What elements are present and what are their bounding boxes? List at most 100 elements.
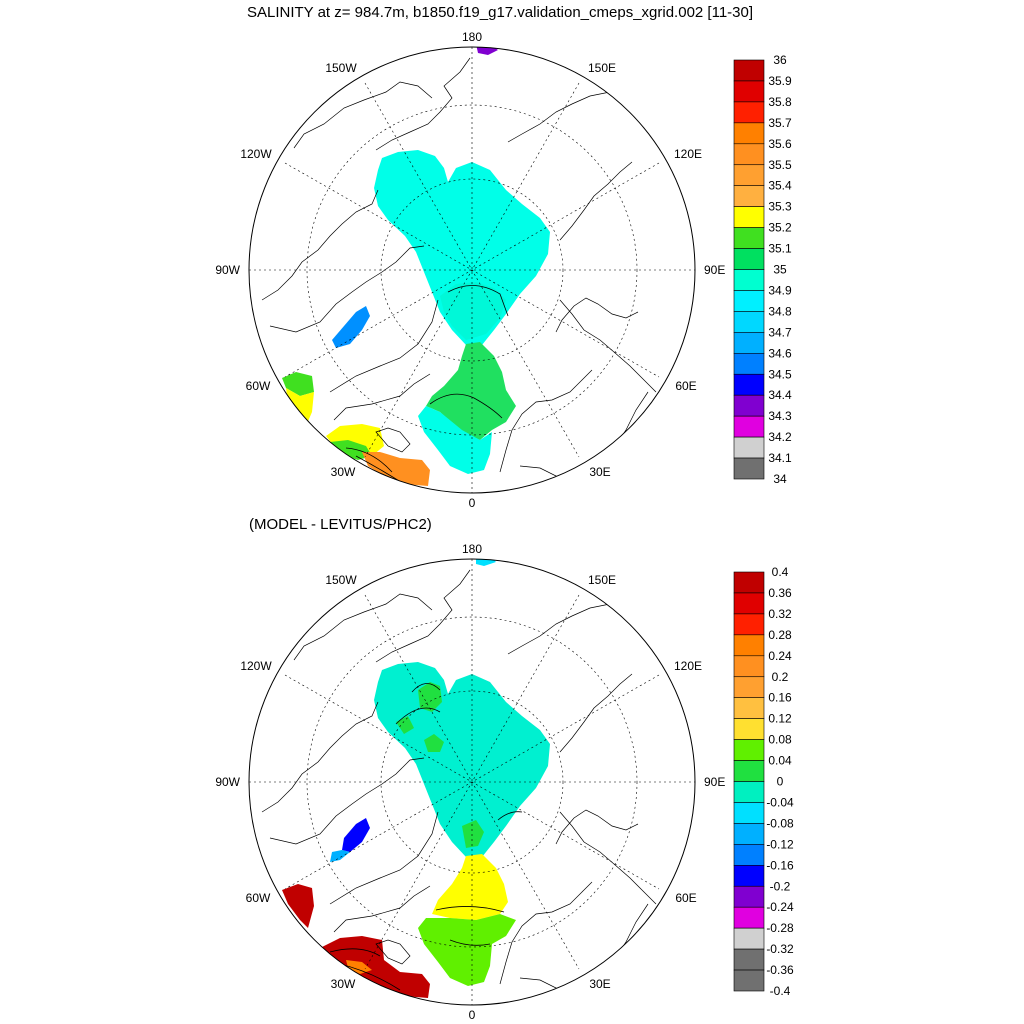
- top-lon-150W: 150W: [325, 61, 357, 75]
- top-lon-120W: 120W: [240, 147, 272, 161]
- bottom-colorbar-swatch-7: [733, 718, 765, 740]
- bottom-colorbar-swatch-18: [733, 948, 765, 971]
- top-coastlines: [261, 57, 657, 479]
- bottom-colorbar-label-3: 0.28: [768, 628, 792, 642]
- bottom-arctic-field: [374, 662, 550, 857]
- top-colorbar-label-17: 34.3: [768, 409, 792, 423]
- top-lon-90W: 90W: [215, 263, 240, 277]
- bottom-colorbar-swatch-11: [733, 802, 765, 824]
- bottom-nordic-green: [418, 914, 516, 986]
- top-colorbar-label-3: 35.7: [768, 116, 792, 130]
- bottom-lon-180: 180: [462, 542, 482, 556]
- bottom-lon-60E: 60E: [675, 891, 696, 905]
- top-colorbar-swatch-4: [733, 143, 765, 166]
- bottom-colorbar-label-0: 0.4: [772, 565, 789, 579]
- top-colorbar-swatch-3: [733, 122, 765, 145]
- top-contour-fram: [447, 285, 509, 317]
- bottom-lon-90W: 90W: [215, 775, 240, 789]
- bottom-colorbar-swatch-14: [733, 864, 765, 887]
- top-lon-0: 0: [469, 496, 476, 510]
- top-lon-90E: 90E: [704, 263, 725, 277]
- top-labsea-green: [282, 372, 314, 396]
- bottom-colorbar-swatch-3: [733, 634, 765, 657]
- top-colorbar-swatch-19: [733, 457, 765, 480]
- top-colorbar-label-19: 34.1: [768, 451, 792, 465]
- top-lon-180: 180: [462, 30, 482, 44]
- top-nordic-field: [426, 342, 516, 440]
- bottom-coastlines: [261, 569, 657, 991]
- top-subpolar-green: [330, 440, 372, 460]
- bottom-green-patch-1: [418, 682, 442, 712]
- bottom-lon-150W: 150W: [325, 573, 357, 587]
- top-colorbar-label-9: 35.1: [768, 242, 792, 256]
- top-colorbar: 36 35.9 35.8 35.7 35.6 35.5 35.4 35.3 35.2 35.1 35…: [733, 53, 792, 486]
- bottom-colorbar-label-17: -0.28: [766, 921, 794, 935]
- bottom-lon-90E: 90E: [704, 775, 725, 789]
- bottom-colorbar-label-11: -0.04: [766, 795, 794, 809]
- top-subpolar-yellow: [326, 424, 384, 456]
- bottom-colorbar-label-12: -0.08: [766, 816, 794, 830]
- bottom-colorbar-swatch-19: [733, 969, 765, 992]
- bottom-colorbar-swatch-0: [733, 571, 765, 594]
- top-colorbar-swatch-18: [733, 436, 765, 459]
- top-colorbar-swatch-10: [733, 269, 765, 291]
- top-colorbar-label-16: 34.4: [768, 388, 792, 402]
- bottom-subpolar-red: [320, 936, 430, 998]
- bottom-lon-120W: 120W: [240, 659, 272, 673]
- top-lon-30W: 30W: [331, 465, 356, 479]
- bottom-nordic-yellow: [432, 854, 508, 920]
- bottom-lon-120E: 120E: [674, 659, 702, 673]
- bottom-colorbar-label-14: -0.16: [766, 858, 794, 872]
- bottom-colorbar-label-15: -0.2: [770, 879, 791, 893]
- bottom-colorbar-swatch-1: [733, 592, 765, 615]
- top-colorbar-label-13: 34.7: [768, 325, 792, 339]
- bottom-subpolar-orange: [346, 960, 372, 974]
- bottom-colorbar-label-4: 0.24: [768, 649, 792, 663]
- top-colorbar-label-15: 34.5: [768, 367, 792, 381]
- bottom-colorbar-label-13: -0.12: [766, 837, 794, 851]
- bottom-colorbar-swatch-12: [733, 823, 765, 845]
- bottom-colorbar: 0.4 0.36 0.32 0.28 0.24 0.2 0.16 0.12 0.08 0.04 0 -…: [733, 565, 794, 998]
- top-colorbar-swatch-8: [733, 227, 765, 249]
- top-colorbar-label-0: 36: [773, 53, 787, 67]
- bottom-colorbar-label-19: -0.36: [766, 963, 794, 977]
- bottom-contour-1: [395, 683, 441, 725]
- top-arctic-field: [374, 150, 550, 345]
- top-colorbar-label-14: 34.6: [768, 346, 792, 360]
- bottom-colorbar-swatch-2: [733, 613, 765, 636]
- bottom-colorbar-swatch-8: [733, 739, 765, 761]
- bottom-colorbar-swatch-4: [733, 655, 765, 678]
- bottom-panel-title: (MODEL - LEVITUS/PHC2): [249, 516, 432, 533]
- bottom-green-patch-2: [424, 734, 444, 752]
- bottom-colorbar-label-9: 0.04: [768, 754, 792, 768]
- bottom-colorbar-swatch-15: [733, 885, 765, 908]
- top-colorbar-label-8: 35.2: [768, 221, 792, 235]
- top-colorbar-swatch-11: [733, 290, 765, 312]
- top-graticule: [249, 47, 695, 493]
- top-colorbar-swatch-2: [733, 101, 765, 124]
- top-colorbar-label-10: 35: [773, 263, 787, 277]
- bottom-colorbar-label-7: 0.12: [768, 712, 792, 726]
- bottom-contour-4: [497, 811, 523, 821]
- top-colorbar-swatch-0: [733, 59, 765, 82]
- bottom-labrador-cyan: [330, 850, 350, 862]
- bottom-lon-150E: 150E: [588, 573, 616, 587]
- top-colorbar-swatch-13: [733, 332, 765, 354]
- top-colorbar-swatch-14: [733, 352, 765, 375]
- top-colorbar-label-11: 34.9: [768, 283, 792, 297]
- bottom-colorbar-swatch-17: [733, 927, 765, 950]
- top-nordic-south: [418, 406, 492, 474]
- bottom-colorbar-swatch-5: [733, 676, 765, 699]
- top-colorbar-label-4: 35.6: [768, 137, 792, 151]
- top-beringia-patch: [476, 47, 498, 55]
- top-colorbar-label-6: 35.4: [768, 179, 792, 193]
- bottom-beringia-patch: [476, 559, 496, 566]
- top-lon-150E: 150E: [588, 61, 616, 75]
- top-colorbar-swatch-1: [733, 80, 765, 103]
- bottom-colorbar-label-5: 0.2: [772, 670, 789, 684]
- top-lon-30E: 30E: [589, 465, 610, 479]
- bottom-colorbar-label-20: -0.4: [770, 984, 791, 998]
- top-colorbar-swatch-6: [733, 185, 765, 207]
- top-colorbar-swatch-7: [733, 206, 765, 228]
